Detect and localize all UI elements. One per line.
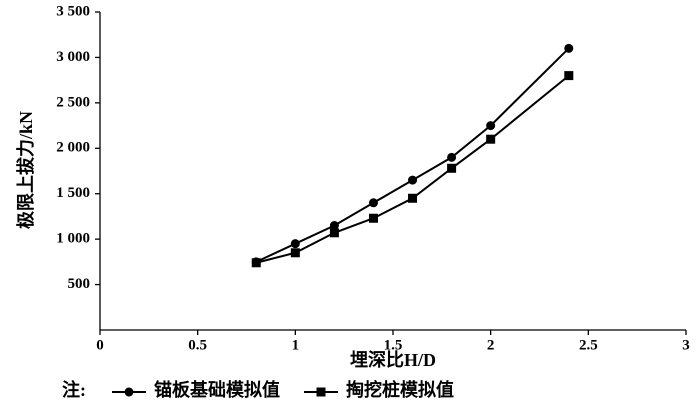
- y-tick-label: 3 500: [56, 3, 90, 19]
- marker: [447, 163, 457, 173]
- marker: [564, 43, 574, 53]
- x-tick-label: 1.5: [384, 337, 403, 353]
- marker: [329, 228, 339, 238]
- marker: [486, 134, 496, 144]
- legend-prefix: 注:: [62, 379, 86, 400]
- legend-marker: [316, 387, 326, 397]
- x-tick-label: 3: [682, 337, 690, 353]
- marker: [368, 213, 378, 223]
- y-tick-label: 3 000: [56, 49, 90, 65]
- legend-label: 锚板基础模拟值: [154, 379, 280, 400]
- x-axis-title: 埋深比H/D: [350, 349, 436, 370]
- y-tick-label: 500: [68, 276, 91, 292]
- x-tick-label: 2: [487, 337, 495, 353]
- series-line: [255, 47, 570, 263]
- legend-label: 掏挖桩模拟值: [346, 379, 454, 400]
- marker: [290, 239, 300, 249]
- x-tick-label: 1: [292, 337, 300, 353]
- x-tick-label: 0.5: [188, 337, 207, 353]
- series-line: [256, 74, 570, 264]
- y-tick-label: 1 000: [56, 231, 90, 247]
- marker: [329, 221, 339, 231]
- marker: [368, 198, 378, 208]
- marker: [447, 152, 457, 162]
- x-tick-label: 0: [96, 337, 104, 353]
- marker: [408, 193, 418, 203]
- marker: [486, 121, 496, 131]
- y-tick-label: 2 000: [56, 140, 90, 156]
- y-tick-label: 2 500: [56, 94, 90, 110]
- marker: [290, 248, 300, 258]
- legend-marker: [124, 387, 134, 397]
- x-tick-label: 2.5: [579, 337, 598, 353]
- marker: [251, 258, 261, 268]
- y-axis-title: 极限上拔力/kN: [15, 111, 36, 229]
- marker: [408, 175, 418, 185]
- y-tick-label: 1 500: [56, 185, 90, 201]
- marker: [564, 71, 574, 81]
